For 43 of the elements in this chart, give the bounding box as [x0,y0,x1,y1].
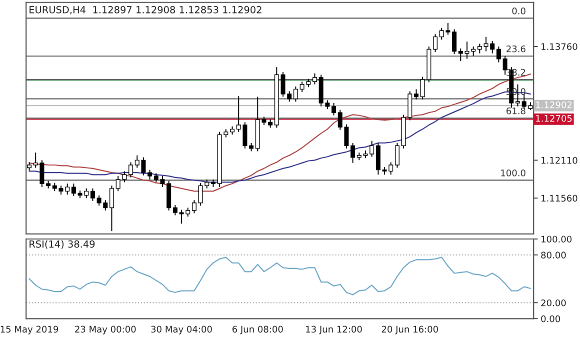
candlestick [414,88,418,100]
candlestick [394,142,400,168]
candlestick [496,46,501,63]
x-tick-label: 15 May 2019 [0,326,58,334]
y-tick-label: 0.00 [541,315,560,322]
candlestick [65,183,70,196]
candlestick [109,185,114,232]
candlestick [332,102,336,116]
candlestick [452,28,457,55]
y-tick-label: 80.00 [541,252,566,258]
chart-title: EURUSD,H4 1.12897 1.12908 1.12853 1.12902 [30,6,262,14]
y-tick-label: 20.00 [541,299,566,306]
x-tick-label: 30 May 04:00 [151,326,212,334]
x-tick-label: 13 Jun 12:00 [306,326,362,334]
y-tick-label: 1.12110 [542,156,578,164]
y-tick-label: 1.11560 [542,194,578,202]
candlestick [350,142,356,164]
x-tick-label: 20 Jun 16:00 [382,326,438,334]
ref-line-label: 1.12705 [536,114,572,122]
candlestick [172,204,178,216]
line-series [28,256,531,296]
chart-title: RSI(14) 38.49 [30,240,95,249]
candlestick [312,72,317,85]
annotation: 50.0 [506,88,526,96]
candlestick [293,86,298,102]
annotation: 23.6 [506,45,526,52]
candlestick [433,34,438,52]
y-tick-label: 100.00 [542,236,572,243]
candlestick [128,162,134,178]
x-tick-label: 23 May 00:00 [75,326,136,334]
candlestick [90,188,95,202]
candlestick [71,183,76,196]
annotation: 0.0 [512,8,526,14]
y-tick-label: 1.13760 [542,43,578,50]
candlestick [192,200,196,214]
candlestick [477,43,482,54]
annotation: 100.0 [501,170,526,176]
candlestick [148,169,152,180]
x-tick-label: 6 Jun 08:00 [232,326,283,334]
candlestick [370,140,374,158]
annotation: 61.8 [506,107,526,114]
candlestick [471,46,476,57]
ref-line-label: 1.12902 [536,101,572,108]
